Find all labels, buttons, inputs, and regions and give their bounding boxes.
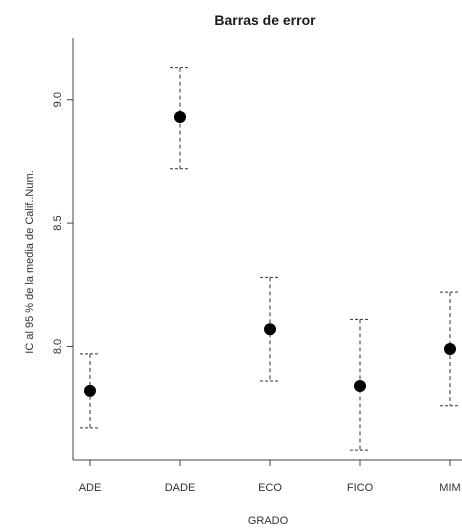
y-ticks: 8.0 8.5 9.0 xyxy=(52,92,73,354)
x-tick-label-eco: ECO xyxy=(258,482,282,494)
y-tick-label: 8.0 xyxy=(52,339,64,354)
y-tick-label: 9.0 xyxy=(52,92,64,107)
mean-point-ade xyxy=(84,384,96,397)
error-bars xyxy=(80,67,460,451)
x-tick-label-fico: FICO xyxy=(347,482,374,494)
mean-point-eco xyxy=(264,323,276,336)
mean-point-dade xyxy=(174,110,186,123)
x-tick-label-mim: MIM xyxy=(439,482,460,494)
mean-point-mim xyxy=(444,342,456,355)
axes xyxy=(72,38,462,461)
y-axis-label: IC al 95 % de la media de Calif..Num. xyxy=(24,170,36,353)
x-ticks: ADE DADE ECO FICO MIM xyxy=(79,460,461,494)
x-tick-label-ade: ADE xyxy=(79,482,102,494)
mean-point-fico xyxy=(354,379,366,392)
y-tick-label: 8.5 xyxy=(52,215,64,230)
x-axis-label: GRADO xyxy=(248,515,289,527)
chart-title: Barras de error xyxy=(214,12,316,28)
mean-points xyxy=(84,110,456,397)
x-tick-label-dade: DADE xyxy=(165,482,196,494)
